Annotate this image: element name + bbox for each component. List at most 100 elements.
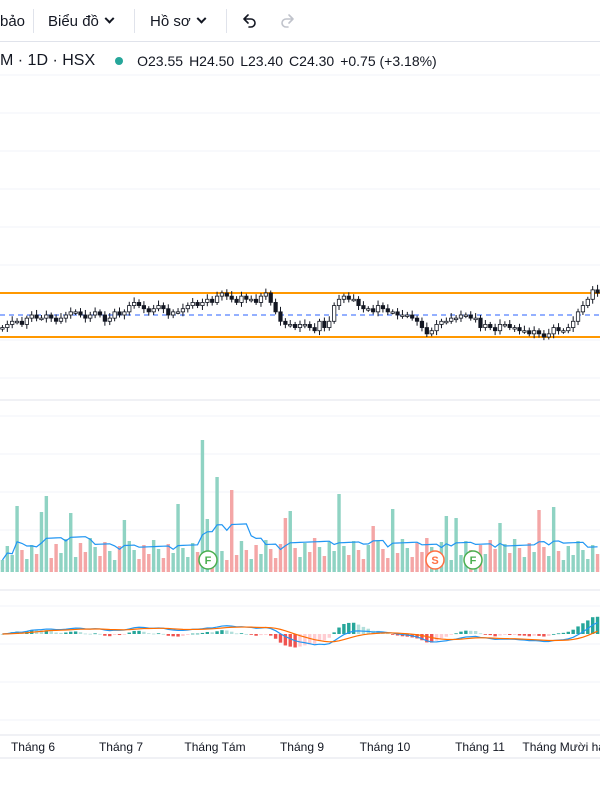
volume-bar bbox=[25, 559, 29, 572]
redo-icon[interactable] bbox=[277, 10, 299, 32]
market-status-dot bbox=[115, 57, 124, 65]
macd-histogram-bar bbox=[342, 624, 346, 634]
chart-canvas[interactable]: F S F Tháng 6 Tháng 7 Tháng Tám Tháng 9 Tháng 1… bbox=[0, 42, 600, 792]
macd-histogram-bar bbox=[288, 634, 292, 647]
macd-histogram-bar bbox=[439, 634, 444, 639]
macd-histogram-bar bbox=[454, 633, 458, 635]
macd-histogram-bar bbox=[551, 633, 556, 635]
candle-body bbox=[590, 289, 595, 300]
volume-bar bbox=[234, 555, 239, 572]
volume-bar bbox=[386, 558, 390, 572]
macd-histogram-bar bbox=[376, 630, 380, 634]
candle-body bbox=[136, 302, 142, 306]
macd-histogram-bar bbox=[522, 634, 527, 636]
volume-bar bbox=[595, 554, 600, 572]
volume-bar bbox=[127, 541, 131, 572]
macd-histogram-bar bbox=[166, 634, 170, 636]
macd-histogram-bar bbox=[449, 634, 453, 635]
signal-marker-label: S bbox=[431, 555, 438, 567]
volume-bar bbox=[586, 559, 590, 572]
volume-bar bbox=[49, 558, 53, 572]
x-axis-label: Tháng Mười hai bbox=[522, 740, 600, 754]
macd-histogram-bar bbox=[176, 634, 180, 637]
alerts-label: bảo bbox=[0, 12, 26, 30]
candle-body bbox=[419, 320, 425, 328]
candle-body bbox=[34, 314, 39, 319]
candle-body bbox=[571, 320, 576, 328]
undo-icon[interactable] bbox=[238, 10, 260, 32]
macd-histogram-bar bbox=[64, 632, 68, 634]
volume-bar bbox=[239, 541, 244, 572]
signal-marker-label: F bbox=[470, 555, 477, 567]
candle-body bbox=[78, 311, 83, 316]
candle-body bbox=[312, 327, 317, 332]
macd-histogram-bar bbox=[254, 634, 258, 636]
volume-bar bbox=[20, 550, 24, 572]
macd-histogram-bar bbox=[127, 632, 131, 634]
candle-body bbox=[239, 295, 244, 303]
macd-histogram-bar bbox=[244, 633, 249, 635]
candle-body bbox=[410, 314, 415, 319]
candle-body bbox=[161, 305, 166, 310]
candle-body bbox=[322, 320, 327, 328]
price-legend: M · 1D · HSX O23.55 H24.50 L23.40 C24.30… bbox=[0, 50, 437, 72]
volume-bar bbox=[342, 546, 346, 572]
volume-bar bbox=[59, 553, 63, 572]
volume-bar bbox=[381, 549, 385, 572]
candle-body bbox=[458, 314, 464, 319]
candle-body bbox=[341, 295, 347, 300]
volume-bar bbox=[308, 552, 312, 572]
candle-body bbox=[541, 333, 547, 338]
volume-bar bbox=[298, 557, 302, 572]
macd-histogram-bar bbox=[69, 631, 73, 634]
macd-histogram-bar bbox=[151, 633, 156, 635]
volume-bar bbox=[195, 552, 200, 572]
macd-histogram-bar bbox=[78, 632, 83, 634]
signal-marker bbox=[425, 550, 445, 570]
macd-signal-line bbox=[2, 626, 598, 643]
x-axis-label: Tháng 9 bbox=[280, 740, 324, 754]
macd-histogram-bar bbox=[303, 634, 307, 646]
symbol-label[interactable]: M · 1D · HSX bbox=[0, 52, 96, 69]
profile-menu-button[interactable]: Hồ sơ bbox=[150, 0, 207, 42]
candle-body bbox=[53, 317, 59, 322]
candle-body bbox=[327, 320, 332, 328]
volume-bar bbox=[312, 538, 317, 572]
macd-histogram-bar bbox=[498, 634, 502, 636]
macd-histogram-bar bbox=[108, 634, 112, 637]
macd-histogram-bar bbox=[59, 632, 63, 634]
macd-histogram-bar bbox=[478, 633, 483, 635]
high-value: H24.50 bbox=[189, 53, 235, 69]
volume-bar bbox=[303, 543, 307, 572]
signal-marker bbox=[463, 550, 483, 570]
candle-body bbox=[551, 327, 556, 335]
volume-bar bbox=[117, 546, 122, 572]
macd-histogram-bar bbox=[532, 634, 536, 636]
candle-body bbox=[405, 314, 410, 317]
candle-body bbox=[366, 308, 371, 311]
volume-bar bbox=[254, 545, 258, 572]
macd-histogram-bar bbox=[459, 631, 463, 634]
macd-histogram-bar bbox=[220, 630, 224, 634]
volume-bar bbox=[93, 547, 97, 572]
candle-body bbox=[527, 330, 532, 335]
candle-body bbox=[297, 324, 303, 328]
macd-histogram-bar bbox=[181, 634, 185, 637]
candle-body bbox=[493, 327, 498, 332]
candle-body bbox=[195, 302, 200, 306]
alerts-button[interactable]: bảo bbox=[0, 0, 25, 42]
macd-histogram-bar bbox=[351, 622, 356, 634]
volume-bar bbox=[103, 542, 107, 572]
candle-body bbox=[10, 320, 15, 325]
macd-histogram-bar bbox=[469, 630, 473, 634]
macd-histogram-bar bbox=[49, 631, 53, 634]
volume-bar bbox=[205, 519, 210, 572]
macd-histogram-bar bbox=[322, 634, 327, 641]
volume-bar bbox=[78, 543, 83, 572]
macd-histogram-bar bbox=[215, 631, 219, 634]
candle-body bbox=[44, 314, 49, 319]
macd-histogram-bar bbox=[356, 624, 361, 634]
chart-menu-button[interactable]: Biểu đồ bbox=[48, 0, 115, 42]
volume-bar bbox=[5, 546, 10, 572]
candle-body bbox=[117, 311, 122, 316]
